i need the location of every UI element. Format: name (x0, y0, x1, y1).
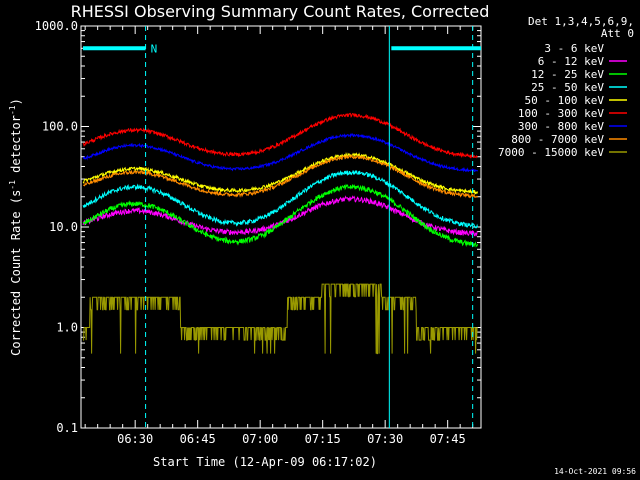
x-axis-label: Start Time (12-Apr-09 06:17:02) (153, 455, 377, 469)
series-layer (82, 112, 479, 355)
legend-header-line2: Att 0 (601, 27, 634, 40)
x-tick-label: 07:30 (367, 432, 403, 446)
y-axis-label-sup2: -1 (8, 105, 17, 115)
legend-entry-label: 300 - 800 keV (518, 120, 604, 133)
y-tick-label: 0.1 (56, 421, 78, 435)
x-tick-label: 07:45 (430, 432, 466, 446)
x-tick-label: 06:45 (180, 432, 216, 446)
y-axis-label-mid: detector (9, 115, 23, 180)
legend-entry-label: 7000 - 15000 keV (498, 146, 604, 159)
x-tick-label: 07:15 (305, 432, 341, 446)
series-line-7 (83, 154, 479, 199)
legend-entry-label: 3 - 6 keV (544, 42, 604, 55)
y-tick-label: 100.0 (42, 120, 78, 134)
series-line-8 (83, 283, 478, 355)
legend-entry-label: 800 - 7000 keV (511, 133, 604, 146)
timestamp: 14-Oct-2021 09:56 (554, 467, 636, 476)
night-flags: N (83, 26, 481, 428)
legend-entry-label: 25 - 50 keV (531, 81, 604, 94)
y-axis-label-end: ) (9, 98, 23, 105)
series-line-5 (82, 112, 478, 159)
y-axis-label: Corrected Count Rate (s-1 detector-1) (8, 98, 23, 356)
legend-entry-label: 50 - 100 keV (525, 94, 605, 107)
y-tick-label: 10.0 (49, 220, 78, 234)
series-line-6 (82, 132, 479, 173)
legend-entry-label: 6 - 12 keV (538, 55, 605, 68)
legend-header-line1: Det 1,3,4,5,6,9, (528, 15, 634, 28)
series-line-3 (82, 170, 479, 229)
legend-entry-label: 12 - 25 keV (531, 68, 604, 81)
y-tick-label: 1.0 (56, 321, 78, 335)
y-tick-label: 1000.0 (35, 19, 78, 33)
y-axis-label-sup1: -1 (8, 180, 17, 190)
x-tick-label: 06:30 (117, 432, 153, 446)
chart-title: RHESSI Observing Summary Count Rates, Co… (71, 2, 490, 21)
legend-entry-label: 100 - 300 keV (518, 107, 604, 120)
series-line-0 (82, 215, 479, 310)
y-axis-label-main: Corrected Count Rate (s (9, 190, 23, 356)
night-flag-label: N (151, 42, 158, 55)
x-tick-label: 07:00 (242, 432, 278, 446)
series-line-2 (82, 183, 479, 248)
